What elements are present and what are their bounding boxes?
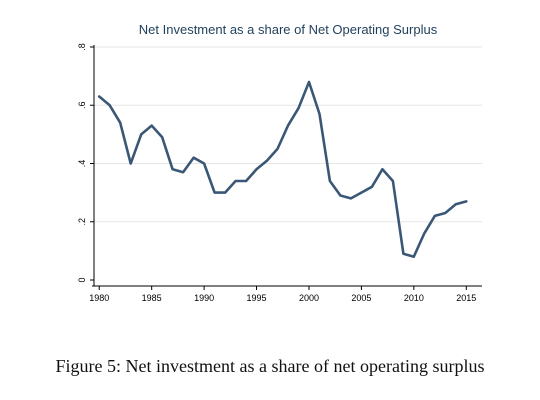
- y-tick-label: .2: [77, 218, 87, 226]
- chart-title: Net Investment as a share of Net Operati…: [139, 22, 438, 37]
- y-tick-label: .6: [77, 101, 87, 109]
- grid-lines: [94, 46, 482, 223]
- y-tick-label: .4: [77, 160, 87, 168]
- x-tick-label: 2005: [351, 293, 371, 303]
- y-tick-label: .8: [77, 43, 87, 51]
- x-tick-label: 1990: [194, 293, 214, 303]
- x-tick-label: 2010: [404, 293, 424, 303]
- x-tick-label: 1980: [89, 293, 109, 303]
- line-chart: Net Investment as a share of Net Operati…: [77, 22, 482, 303]
- series-line-0: [97, 80, 468, 259]
- x-tick-label: 2015: [456, 293, 476, 303]
- figure-caption: Figure 5: Net investment as a share of n…: [55, 356, 485, 376]
- x-tick-label: 1985: [142, 293, 162, 303]
- x-tick-label: 1995: [247, 293, 267, 303]
- axes: [92, 45, 482, 287]
- chart-container: Net Investment as a share of Net Operati…: [77, 22, 482, 303]
- y-tick-label: 0: [77, 277, 87, 282]
- series-layer: [97, 80, 468, 259]
- x-tick-label: 2000: [299, 293, 319, 303]
- y-ticks: 0 .2 .4 .6 .8: [77, 43, 94, 283]
- x-ticks: 1980 1985 1990 1995 2000 2005 2010 2015: [89, 286, 476, 303]
